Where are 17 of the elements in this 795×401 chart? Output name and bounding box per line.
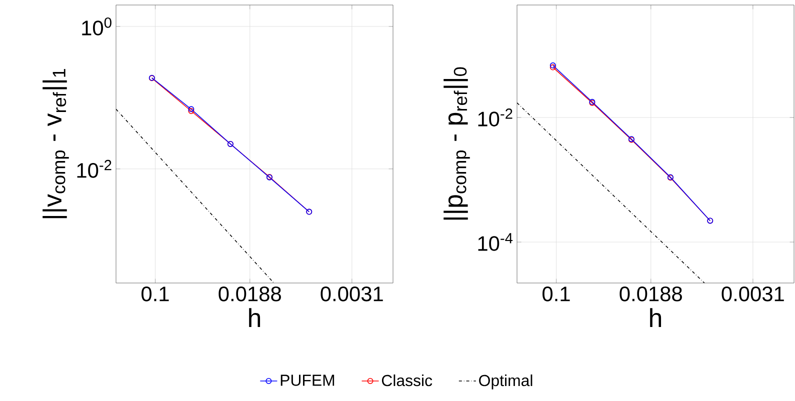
- y-tick-label: 10$^{-4}$: [478, 233, 513, 251]
- y-tick-label: 10$^{-2}$: [478, 108, 512, 126]
- legend-label: Optimal: [479, 374, 532, 390]
- legend-label: Classic: [382, 374, 432, 386]
- legend-label: PUFEM: [280, 374, 334, 386]
- y-tick-label: 10$^{0}$: [82, 17, 112, 36]
- y-axis-title: ||v$_{comp}$ - v$_{ref}$||$_{1}$: [42, 68, 69, 218]
- x-tick-label: 0.0188: [620, 286, 682, 302]
- x-axis-title: h: [249, 308, 260, 327]
- y-axis-title: ||p$_{comp}$ - p$_{ref}$||$_{0}$: [444, 67, 470, 220]
- x-axis-title: h: [650, 308, 662, 327]
- x-tick-label: 0.0188: [218, 286, 281, 302]
- x-tick-label: 0.1: [142, 286, 169, 302]
- x-tick-label: 0.0031: [320, 286, 383, 302]
- x-tick-label: 0.1: [542, 286, 570, 302]
- y-tick-label: 10$^{-2}$: [77, 160, 112, 178]
- x-tick-label: 0.0031: [722, 286, 784, 302]
